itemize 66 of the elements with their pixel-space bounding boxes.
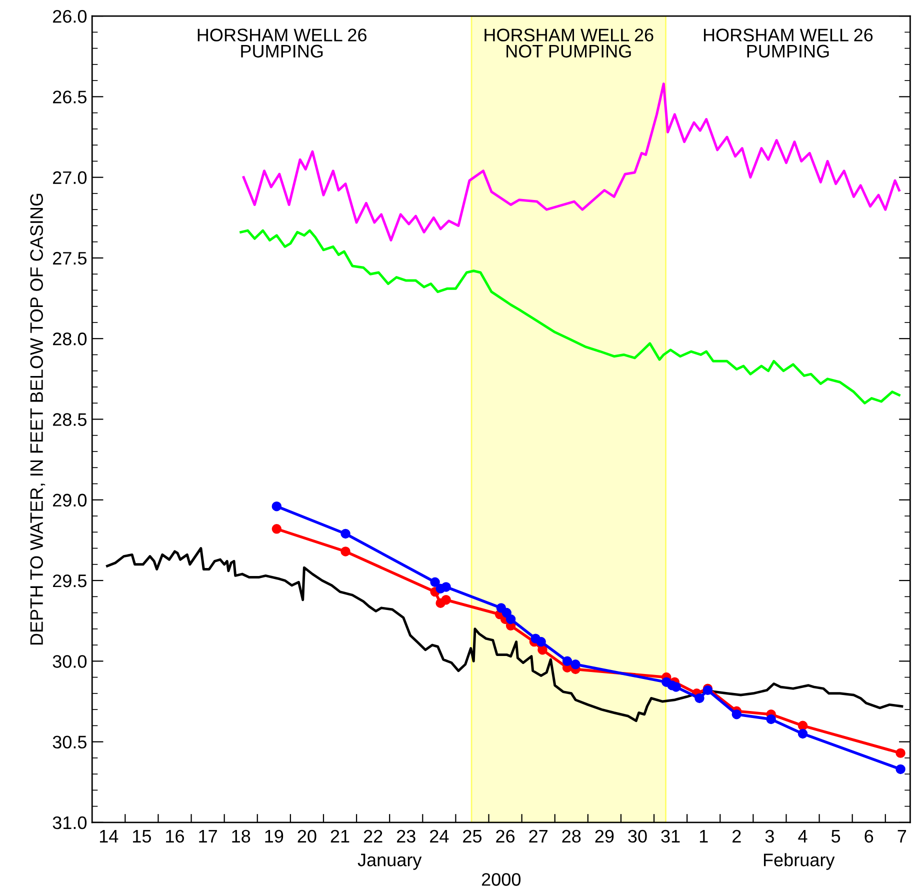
point bbox=[798, 720, 808, 731]
y-tick-label: 27.0 bbox=[53, 171, 87, 184]
point bbox=[562, 656, 572, 666]
point bbox=[441, 595, 451, 605]
x-tick-label: 3 bbox=[765, 830, 774, 843]
point bbox=[340, 528, 350, 539]
y-tick-label: 30.5 bbox=[52, 736, 86, 749]
x-tick-label: 31 bbox=[661, 830, 680, 843]
y-tick-label: 26.0 bbox=[53, 10, 87, 23]
y-axis-title: DEPTH TO WATER, IN FEET BELOW TOP OF CASING bbox=[30, 194, 46, 645]
point bbox=[694, 693, 704, 704]
point bbox=[570, 660, 580, 670]
point bbox=[430, 577, 440, 587]
x-tick-label: 30 bbox=[628, 830, 647, 843]
point bbox=[538, 645, 548, 655]
x-tick-label: 14 bbox=[100, 830, 118, 842]
point bbox=[732, 710, 742, 720]
x-tick-label: 22 bbox=[364, 830, 382, 842]
point bbox=[441, 582, 451, 592]
x-tick-label: 21 bbox=[330, 830, 350, 842]
point bbox=[896, 748, 906, 758]
point bbox=[340, 546, 350, 556]
y-tick-label: 30.0 bbox=[52, 655, 87, 668]
text: January bbox=[358, 854, 422, 870]
x-tick-label: 18 bbox=[232, 830, 250, 843]
x-tick-label: 17 bbox=[199, 830, 217, 842]
point bbox=[896, 764, 906, 774]
x-tick-label: 26 bbox=[496, 830, 515, 843]
point bbox=[272, 501, 282, 512]
x-tick-label: 5 bbox=[832, 830, 840, 843]
x-tick-label: 2 bbox=[732, 830, 741, 842]
x-tick-label: 16 bbox=[166, 830, 184, 843]
x-tick-label: 6 bbox=[864, 830, 874, 843]
x-tick-label: 29 bbox=[595, 830, 614, 843]
x-tick-label: 7 bbox=[898, 830, 906, 842]
x-tick-label: 19 bbox=[265, 830, 284, 843]
point bbox=[272, 524, 282, 534]
x-tick-label: 27 bbox=[529, 830, 548, 842]
point bbox=[671, 682, 681, 692]
y-tick-label: 31.0 bbox=[52, 816, 87, 830]
x-tick-label: 15 bbox=[133, 830, 151, 843]
point bbox=[766, 714, 776, 724]
point bbox=[798, 728, 808, 739]
point bbox=[506, 614, 516, 624]
x-tick-label: 24 bbox=[430, 830, 449, 842]
annotation: HORSHAM WELL 26 NOT PUMPING bbox=[484, 28, 654, 58]
y-tick-label: 28.5 bbox=[53, 413, 86, 426]
annotation: HORSHAM WELL 26 PUMPING bbox=[198, 28, 366, 58]
x-axis-title: 2000 bbox=[482, 873, 521, 886]
x-tick-label: 20 bbox=[298, 830, 316, 843]
line-series bbox=[240, 229, 900, 404]
point bbox=[536, 636, 546, 647]
y-tick-label: 26.5 bbox=[53, 90, 86, 104]
line-series bbox=[106, 547, 904, 722]
line-series bbox=[242, 82, 900, 242]
x-tick-label: 23 bbox=[396, 830, 416, 843]
y-tick-label: 29.5 bbox=[53, 574, 86, 588]
y-tick-label: 28.0 bbox=[53, 332, 87, 346]
text: February bbox=[764, 853, 835, 870]
y-tick-label: 29.0 bbox=[53, 494, 87, 507]
x-tick-label: 25 bbox=[463, 830, 482, 843]
x-tick-label: 28 bbox=[562, 830, 581, 843]
annotation: HORSHAM WELL 26 PUMPING bbox=[704, 28, 873, 58]
y-tick-label: 27.5 bbox=[53, 252, 86, 265]
x-tick-label: 1 bbox=[700, 830, 708, 842]
x-tick-label: 4 bbox=[798, 830, 808, 842]
